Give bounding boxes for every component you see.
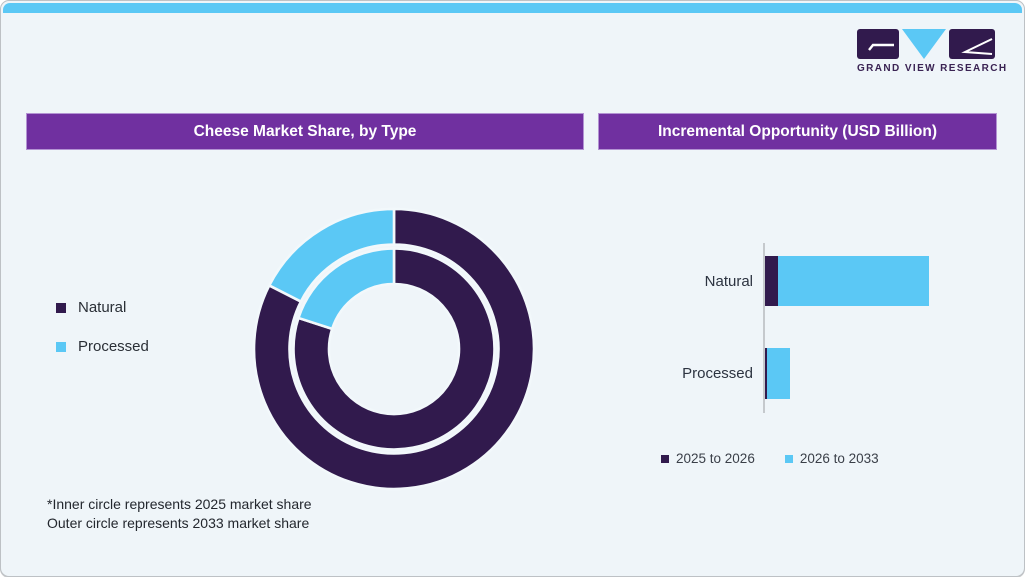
series2-swatch-icon [784,454,793,463]
legend-label: 2025 to 2026 [676,451,755,466]
bar-natural-2025-to-2026 [765,256,778,306]
legend-label: 2026 to 2033 [799,451,879,466]
bar-processed-2025-to-2026 [765,348,767,399]
bar-natural-2026-to-2033 [778,256,929,306]
donut-legend: Natural Processed [56,299,149,377]
bar-category-label-natural: Natural [704,273,753,290]
right-panel-title: Incremental Opportunity (USD Billion) [598,113,997,150]
top-accent-bar [3,3,1022,13]
legend-item-2025-2026: 2025 to 2026 [661,451,755,466]
legend-label: Natural [78,299,127,316]
donut-outer-slice-natural [252,207,536,491]
series1-swatch-icon [661,454,669,463]
logo-mark [857,29,998,59]
footnote-line-1: *Inner circle represents 2025 market sha… [47,496,312,512]
value-axis-line [763,243,765,413]
legend-item-2026-2033: 2026 to 2033 [784,451,879,466]
donut-footnote: *Inner circle represents 2025 market sha… [47,495,312,533]
donut-outer-slice-processed [267,207,396,304]
footnote-line-2: Outer circle represents 2033 market shar… [47,515,310,531]
bar-category-label-processed: Processed [682,365,753,382]
legend-label: Processed [78,338,149,355]
brand-logo: GRAND VIEW RESEARCH [857,29,1008,74]
donut-inner-slice-natural [292,247,496,451]
logo-r-block-icon [949,29,995,59]
bar-legend: 2025 to 2026 2026 to 2033 [661,451,879,466]
legend-item-natural: Natural [56,299,149,316]
natural-swatch-icon [56,302,66,313]
logo-g-block-icon [857,29,899,59]
bar-processed-2026-to-2033 [767,348,790,399]
donut-inner-slice-processed [296,247,396,331]
left-panel-title: Cheese Market Share, by Type [26,113,584,150]
brand-name: GRAND VIEW RESEARCH [857,63,1008,74]
logo-v-triangle-icon [902,29,946,59]
legend-item-processed: Processed [56,338,149,355]
donut-chart [252,207,536,491]
processed-swatch-icon [56,341,66,352]
